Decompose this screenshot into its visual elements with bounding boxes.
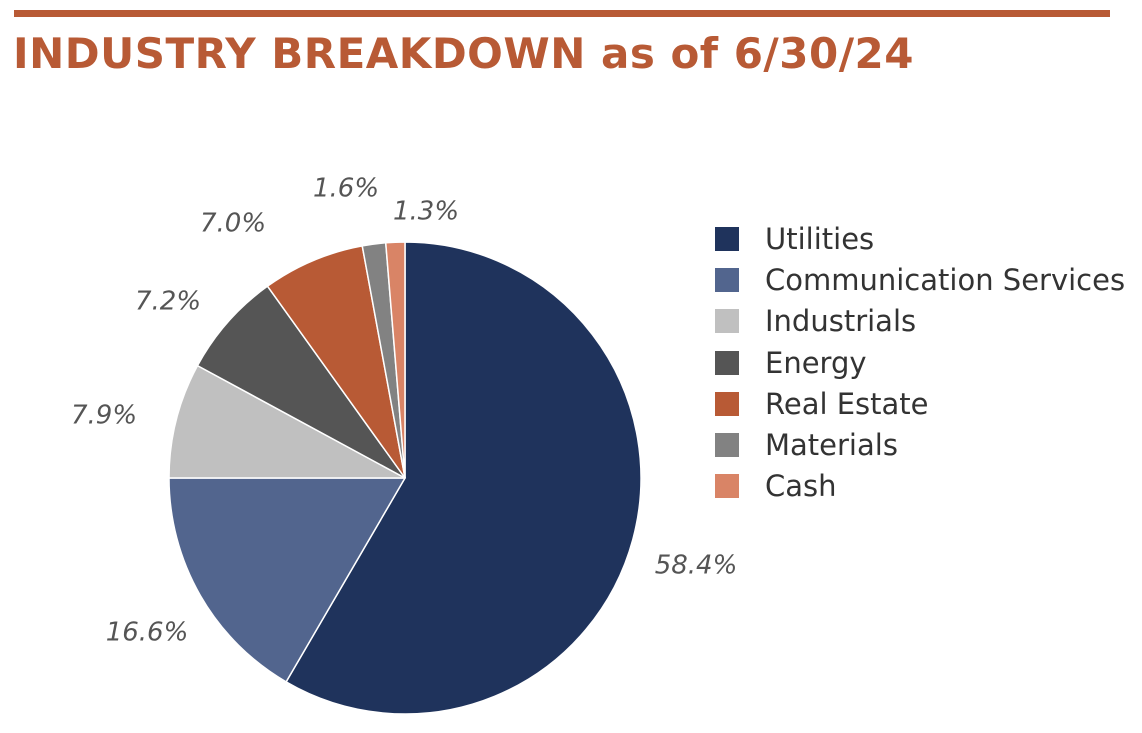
data-label-materials: 1.6% (313, 174, 379, 204)
pie-slice-real-estate (266, 245, 406, 479)
data-label-energy: 7.2% (135, 287, 201, 317)
data-label-industrials: 7.9% (71, 401, 137, 431)
pie-slice-communication-services (168, 477, 406, 683)
legend-item: Communication Services (715, 259, 1125, 300)
legend-swatch (715, 474, 739, 499)
header-rule (14, 10, 1110, 17)
legend-label: Utilities (765, 221, 875, 256)
legend-label: Cash (765, 469, 837, 504)
legend-item: Utilities (715, 218, 1125, 259)
legend-item: Cash (715, 466, 1125, 507)
legend-label: Materials (765, 428, 898, 463)
legend-item: Industrials (715, 301, 1125, 342)
legend-swatch (715, 309, 739, 334)
legend-item: Energy (715, 342, 1125, 383)
legend-swatch (715, 433, 739, 458)
pie-slice-utilities (285, 241, 642, 715)
pie-slice-industrials (168, 364, 406, 479)
legend-item: Materials (715, 424, 1125, 465)
legend-swatch (715, 391, 739, 416)
legend-swatch (715, 226, 739, 251)
chart-legend: Utilities Communication Services Industria… (715, 218, 1125, 507)
data-label-real-estate: 7.0% (200, 209, 266, 239)
legend-label: Energy (765, 345, 867, 380)
page-title: INDUSTRY BREAKDOWN as of 6/30/24 (13, 29, 914, 78)
data-label-communication-services: 16.6% (106, 618, 189, 648)
data-label-cash: 1.3% (393, 197, 459, 227)
legend-label: Real Estate (765, 386, 929, 421)
legend-swatch (715, 267, 739, 292)
data-label-utilities: 58.4% (655, 551, 738, 581)
legend-swatch (715, 350, 739, 375)
legend-label: Communication Services (765, 262, 1126, 297)
legend-label: Industrials (765, 304, 917, 339)
pie-slice-energy (196, 285, 406, 479)
legend-item: Real Estate (715, 383, 1125, 424)
pie-slice-cash (384, 241, 406, 479)
